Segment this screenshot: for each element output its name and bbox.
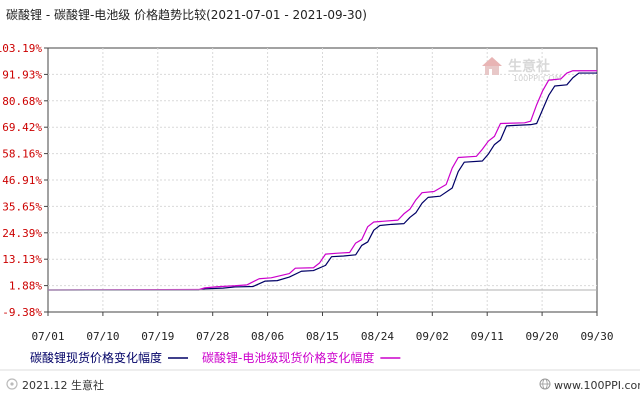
x-tick-label: 08/15 [306,330,339,343]
series-line-1 [48,72,597,291]
y-tick-label: 1.88% [9,280,42,293]
footer-copyright: 2021.12 生意社 [22,378,104,392]
x-tick-label: 07/28 [196,330,229,343]
y-tick-label: 80.68% [2,95,42,108]
y-tick-label: 46.91% [2,174,42,187]
watermark-brand: 生意社 [508,58,550,75]
y-tick-label: 24.39% [2,227,42,240]
y-tick-label: 58.16% [2,148,42,161]
footer-url: www.100PPI.com [554,379,640,392]
x-tick-label: 09/11 [471,330,504,343]
chart-title: 碳酸锂 - 碳酸锂-电池级 价格趋势比较(2021-07-01 - 2021-0… [6,8,367,22]
watermark-url: 100PPI.COM [513,74,562,83]
series-layer [47,70,597,291]
x-tick-label: 08/06 [251,330,284,343]
footer: 2021.12 生意社 www.100PPI.com [0,369,640,392]
x-tick-label: 09/30 [580,330,613,343]
y-axis-ticks: 103.19% 91.93% 80.68% 69.42% 58.16% 46.91% 35.… [0,42,48,319]
x-tick-label: 07/01 [31,330,64,343]
x-tick-label: 09/20 [526,330,559,343]
y-tick-label: 91.93% [2,68,42,81]
x-tick-label: 07/10 [86,330,119,343]
legend-label-1: 碳酸锂现货价格变化幅度 [30,350,162,365]
house-logo-icon [482,57,502,75]
legend: 碳酸锂现货价格变化幅度 碳酸锂-电池级现货价格变化幅度 [30,350,401,365]
legend-label-2: 碳酸锂-电池级现货价格变化幅度 [202,350,374,365]
x-tick-label: 09/02 [416,330,449,343]
x-axis-ticks: 07/01 07/10 07/19 07/28 08/06 08/15 08/24 09/02… [31,312,614,343]
globe-icon [539,378,551,390]
series-line-2 [47,70,597,291]
y-tick-label: 103.19% [0,42,42,55]
footer-logo-icon [6,378,18,390]
y-tick-label: 13.13% [2,253,42,266]
x-tick-label: 07/19 [141,330,174,343]
y-tick-label: 35.65% [2,200,42,213]
grid [48,48,597,312]
x-tick-label: 08/24 [361,330,394,343]
y-tick-label: -9.38% [2,306,42,319]
y-tick-label: 69.42% [2,121,42,134]
watermark: 生意社 100PPI.COM [482,57,562,83]
